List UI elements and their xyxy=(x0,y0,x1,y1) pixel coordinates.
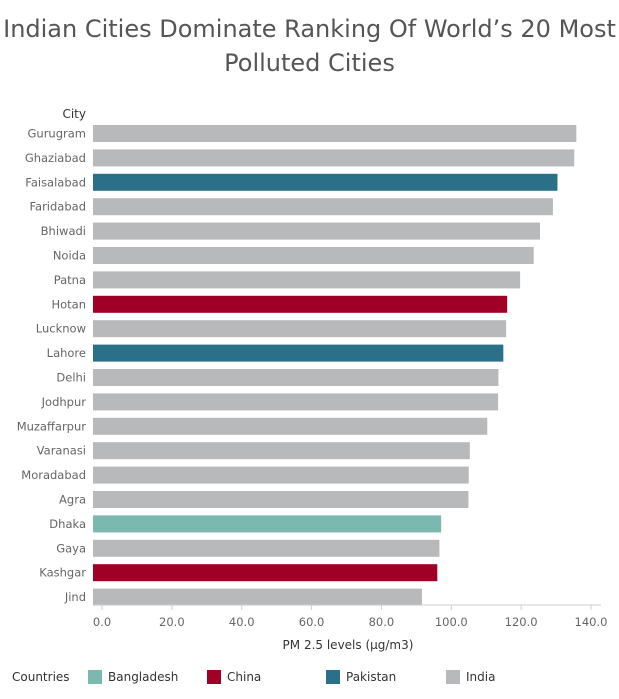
y-tick-label: Kashgar xyxy=(39,566,86,580)
y-tick-label: Lahore xyxy=(47,346,86,360)
bar xyxy=(93,125,577,142)
legend-label: China xyxy=(227,670,262,684)
legend-swatch xyxy=(446,670,460,684)
bar xyxy=(93,466,469,484)
x-tick-label: 60.0 xyxy=(299,615,325,629)
bar xyxy=(93,588,422,606)
y-tick-label: Moradabad xyxy=(21,468,86,482)
legend-swatch xyxy=(326,670,340,684)
legend: Countries Bangladesh China Pakistan India xyxy=(12,668,612,688)
y-tick-label: Varanasi xyxy=(37,444,86,458)
bar xyxy=(93,295,508,313)
bar xyxy=(93,539,440,557)
bar xyxy=(93,393,499,411)
chart-title-line-1: Indian Cities Dominate Ranking Of World’… xyxy=(3,15,616,43)
x-tick-label: 20.0 xyxy=(159,615,185,629)
bar xyxy=(93,247,534,264)
legend-label: Bangladesh xyxy=(108,670,179,684)
y-tick-label: Faisalabad xyxy=(25,175,86,189)
legend-swatch xyxy=(88,670,102,684)
y-tick-label: Agra xyxy=(59,493,86,507)
bar xyxy=(93,564,438,582)
bar-chart: City Gurugram Ghaziabad Faisalabad Faridabad… xyxy=(17,107,608,652)
chart-title: Indian Cities Dominate Ranking Of World’… xyxy=(0,12,619,80)
bar xyxy=(93,173,558,191)
y-tick-label: Jind xyxy=(64,590,86,604)
x-tick-label: 100.0 xyxy=(435,615,468,629)
legend-label: Pakistan xyxy=(346,670,397,684)
bar xyxy=(93,369,499,386)
x-tick-label: 140.0 xyxy=(575,615,608,629)
legend-title: Countries xyxy=(12,670,70,684)
chart-title-line-2: Polluted Cities xyxy=(224,49,395,77)
x-tick-label: 40.0 xyxy=(229,615,255,629)
y-tick-label: Faridabad xyxy=(29,200,86,214)
y-tick-label: Jodhpur xyxy=(41,395,87,409)
bar xyxy=(93,417,488,435)
y-tick-label: Gaya xyxy=(56,541,86,555)
bar xyxy=(93,320,507,338)
y-tick-label: Delhi xyxy=(56,371,86,385)
bar xyxy=(93,271,521,289)
y-tick-label: Muzaffarpur xyxy=(17,419,87,433)
bar xyxy=(93,149,575,167)
x-tick-label: 80.0 xyxy=(369,615,395,629)
y-tick-label: Gurugram xyxy=(28,127,87,141)
y-tick-label: Dhaka xyxy=(49,517,86,531)
y-tick-label: Bhiwadi xyxy=(41,224,86,238)
y-tick-label: Noida xyxy=(53,249,86,263)
bar xyxy=(93,442,470,460)
bar xyxy=(93,222,541,240)
legend-swatch xyxy=(207,670,221,684)
y-tick-label: Ghaziabad xyxy=(25,151,86,165)
y-tick-label: Patna xyxy=(54,273,86,287)
bar xyxy=(93,198,553,216)
bar xyxy=(93,491,469,508)
y-axis-title: City xyxy=(62,107,86,121)
x-tick-label: 120.0 xyxy=(505,615,538,629)
y-tick-label: Hotan xyxy=(51,297,86,311)
x-axis-title: PM 2.5 levels (µg/m3) xyxy=(283,638,414,652)
y-tick-label: Lucknow xyxy=(36,322,86,336)
bar xyxy=(93,344,504,362)
legend-label: India xyxy=(466,670,496,684)
bar xyxy=(93,515,442,533)
x-tick-label: 0.0 xyxy=(93,615,111,629)
